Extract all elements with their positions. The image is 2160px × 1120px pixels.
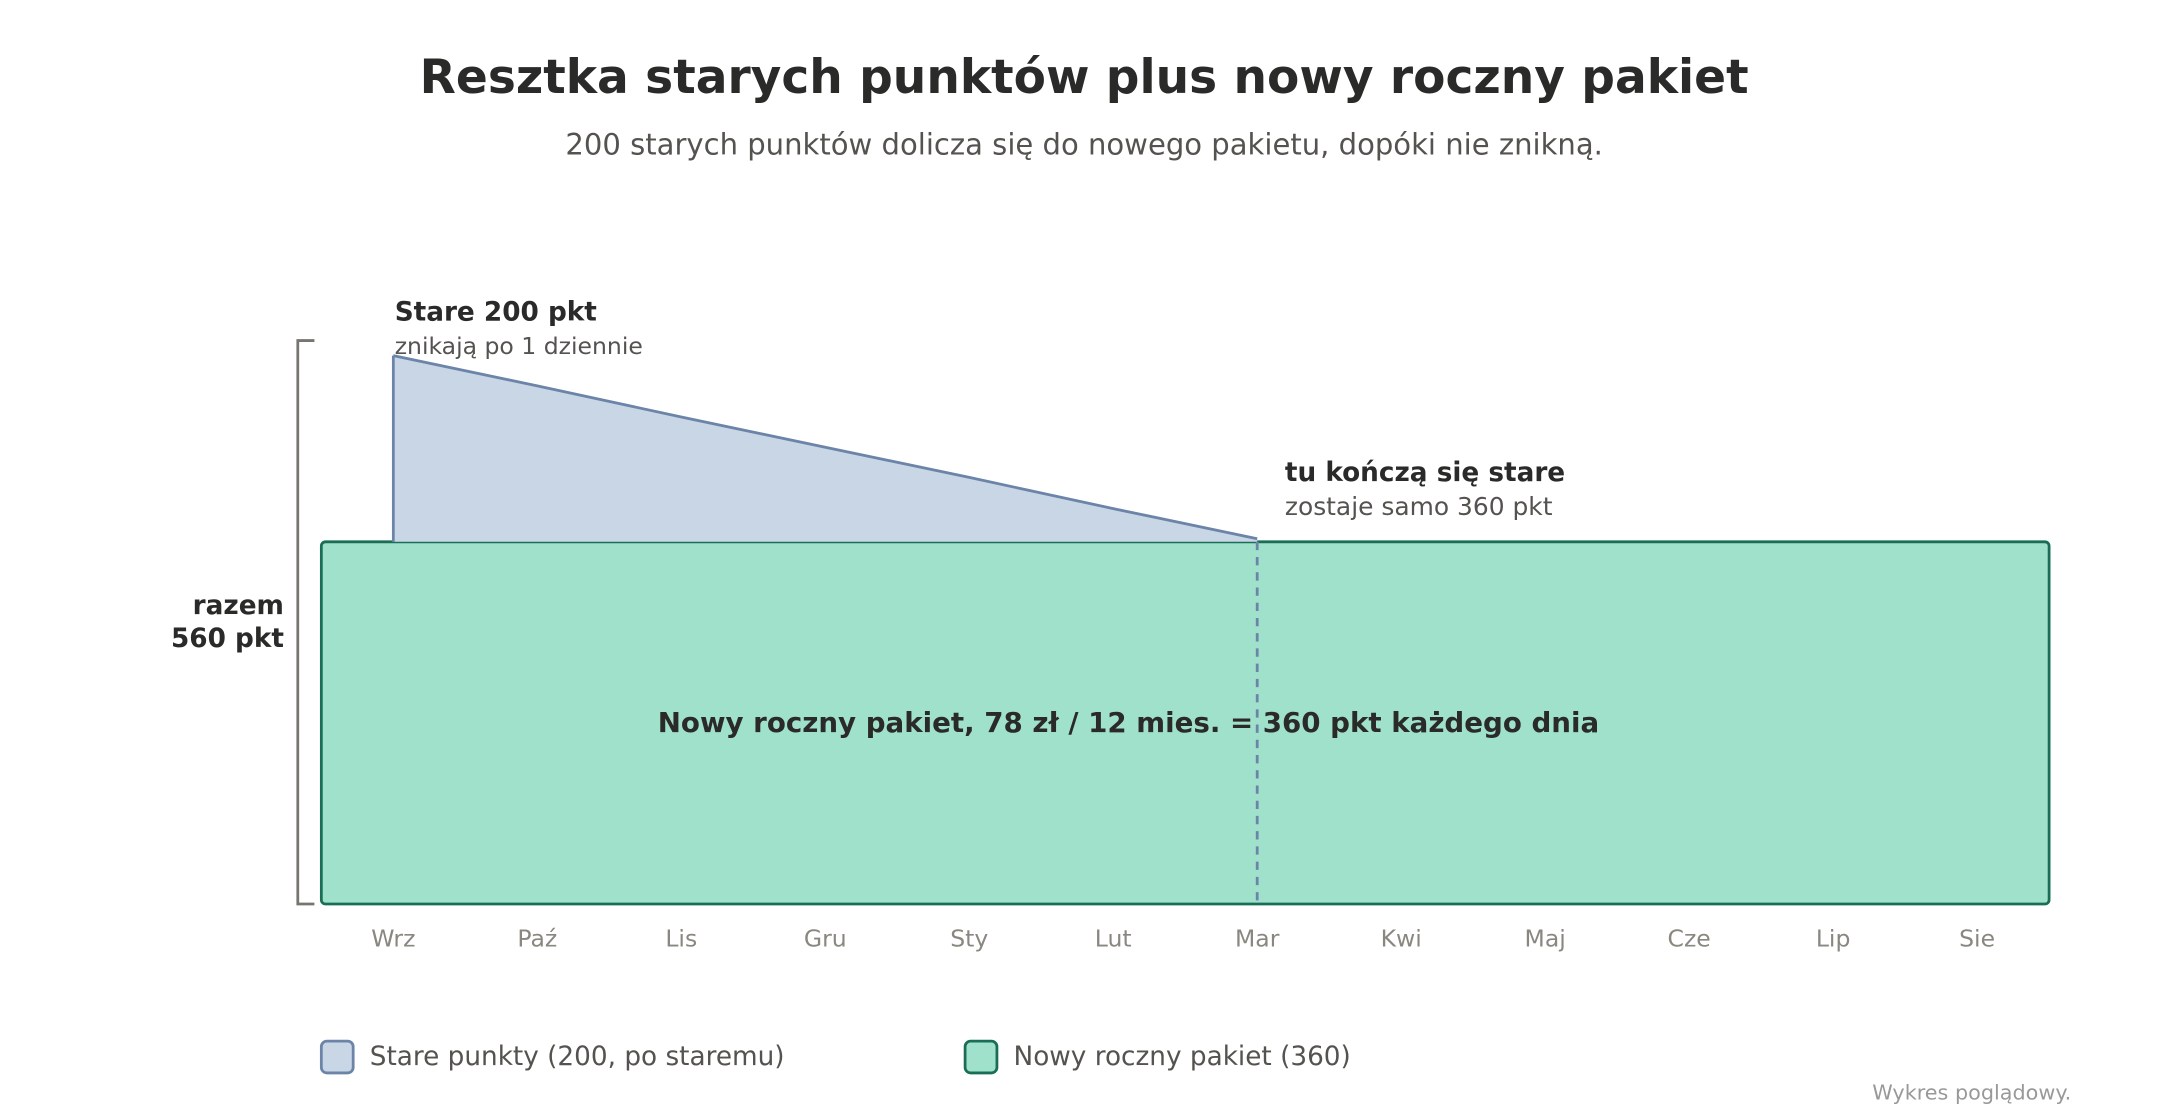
total-bracket bbox=[296, 339, 315, 906]
annotation-text: zostaje samo 360 pkt bbox=[1285, 492, 1553, 521]
x-tick-label: Lis bbox=[665, 925, 697, 953]
line-old bbox=[393, 354, 1258, 541]
legend-label: Stare punkty (200, po staremu) bbox=[370, 1042, 785, 1072]
chart-title: Resztka starych punktów plus nowy roczny… bbox=[420, 50, 1749, 105]
footnote: Wykres poglądowy. bbox=[1872, 1081, 2071, 1105]
annotation-title: tu kończą się stare bbox=[1285, 458, 1565, 488]
x-tick-label: Cze bbox=[1668, 925, 1711, 953]
annotation-title: Stare 200 pkt bbox=[395, 297, 597, 327]
x-tick-label: Mar bbox=[1235, 925, 1280, 953]
x-tick-label: Lip bbox=[1816, 925, 1851, 953]
annotation-text: znikają po 1 dziennie bbox=[395, 332, 643, 360]
legend-swatch bbox=[319, 1039, 355, 1075]
x-tick-label: Maj bbox=[1525, 925, 1566, 953]
total-label: 560 pkt bbox=[171, 624, 284, 654]
x-tick-label: Kwi bbox=[1381, 925, 1422, 953]
chart-subtitle: 200 starych punktów dolicza się do noweg… bbox=[565, 128, 1603, 162]
center-label: Nowy roczny pakiet, 78 zł / 12 mies. = 3… bbox=[658, 706, 1599, 739]
x-tick-label: Wrz bbox=[371, 925, 415, 953]
total-label: razem bbox=[193, 591, 284, 621]
x-tick-label: Sie bbox=[1959, 925, 1995, 953]
legend-swatch bbox=[963, 1039, 999, 1075]
x-tick-label: Paź bbox=[517, 925, 557, 953]
legend-label: Nowy roczny pakiet (360) bbox=[1014, 1042, 1351, 1072]
x-tick-label: Gru bbox=[804, 925, 847, 953]
x-tick-label: Lut bbox=[1095, 925, 1132, 953]
x-tick-label: Sty bbox=[950, 925, 988, 953]
